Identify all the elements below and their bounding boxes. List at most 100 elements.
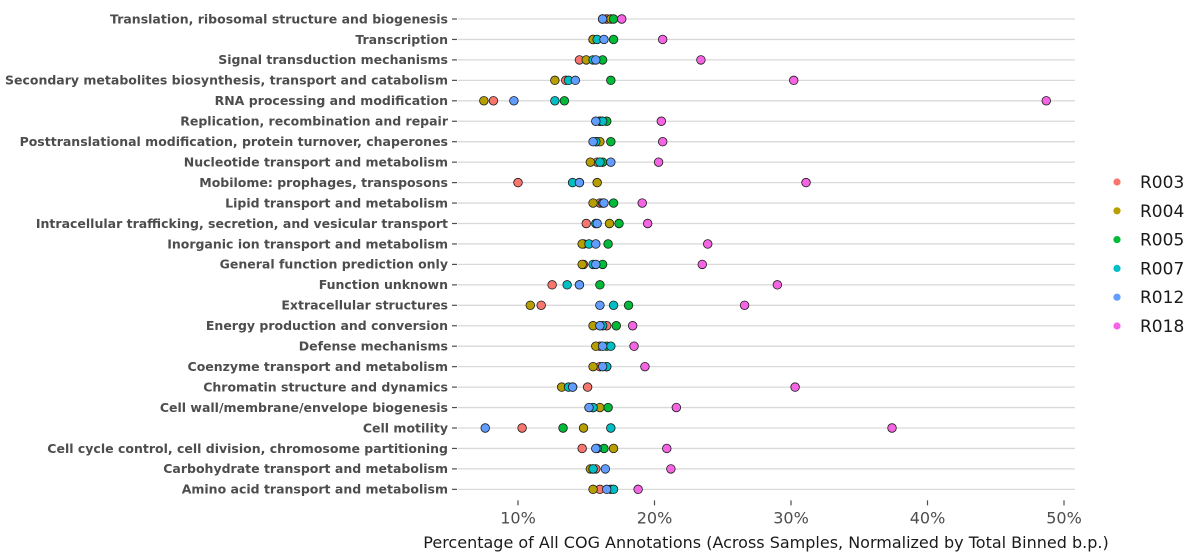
data-point-r005	[608, 34, 619, 45]
data-point-r007	[606, 341, 616, 351]
y-tick-label: Carbohydrate transport and metabolism	[163, 461, 448, 476]
data-point-r018	[696, 55, 706, 65]
data-point-r012	[591, 239, 601, 249]
y-tick-label: Energy production and conversion	[206, 318, 448, 333]
data-point-r004	[604, 218, 615, 229]
data-point-r004	[479, 96, 489, 106]
y-tick-label: Translation, ribosomal structure and bio…	[110, 11, 448, 26]
y-tick-label: Cell cycle control, cell division, chrom…	[47, 441, 448, 456]
data-point-r018	[657, 34, 668, 45]
y-tick-label: Secondary metabolites biosynthesis, tran…	[5, 73, 448, 88]
data-point-r004	[578, 423, 589, 433]
data-point-r003	[581, 218, 591, 229]
data-point-r012	[595, 300, 605, 311]
y-tick-label: Amino acid transport and metabolism	[182, 482, 448, 497]
data-point-r018	[801, 177, 811, 188]
x-tick-label: 20%	[637, 508, 673, 527]
legend-key-r004	[1113, 207, 1121, 215]
data-point-r005	[603, 239, 613, 249]
y-tick-label: General function prediction only	[220, 257, 448, 272]
data-point-r018	[772, 280, 783, 290]
data-point-r007	[550, 96, 560, 106]
data-point-r012	[592, 218, 602, 229]
data-point-r012	[570, 75, 581, 86]
legend-key-r012	[1113, 293, 1121, 301]
y-tick-label: Posttranslational modification, protein …	[20, 134, 448, 149]
gridlines	[458, 18, 1075, 491]
data-point-r018	[637, 198, 647, 208]
data-point-r004	[585, 157, 596, 167]
data-point-r018	[790, 382, 800, 392]
data-point-r012	[509, 96, 519, 106]
data-point-r003	[547, 280, 557, 290]
data-point-r003	[536, 300, 546, 311]
data-point-r018	[629, 341, 639, 351]
data-point-r007	[595, 157, 605, 167]
data-point-r012	[599, 34, 609, 45]
data-point-r012	[597, 14, 608, 24]
data-point-r007	[562, 280, 572, 290]
data-point-r005	[559, 96, 570, 106]
data-point-r005	[608, 198, 619, 208]
data-point-r012	[567, 382, 578, 392]
data-point-r003	[488, 96, 499, 106]
data-point-r004	[592, 177, 602, 188]
data-point-r018	[739, 300, 750, 311]
data-point-r012	[597, 341, 608, 351]
data-point-r018	[640, 361, 650, 372]
y-tick-label: Mobilome: prophages, transposons	[199, 175, 448, 190]
data-point-r012	[591, 259, 601, 270]
data-point-r012	[480, 423, 490, 433]
y-tick-label: Defense mechanisms	[299, 339, 448, 354]
data-point-r004	[550, 75, 560, 86]
data-point-r005	[558, 423, 568, 433]
y-tick-label: Chromatin structure and dynamics	[203, 379, 448, 394]
data-point-r005	[608, 14, 619, 24]
data-point-r005	[623, 300, 634, 311]
legend-key-r007	[1113, 264, 1121, 272]
data-point-r007	[588, 464, 598, 474]
data-point-r007	[606, 423, 616, 433]
data-point-r012	[599, 198, 609, 208]
data-point-r018	[642, 218, 653, 229]
data-point-r018	[671, 402, 682, 413]
data-point-r004	[588, 484, 598, 495]
legend-key-r003	[1113, 178, 1121, 186]
y-tick-label: RNA processing and modification	[215, 93, 448, 108]
legend-label: R003	[1140, 173, 1184, 193]
y-tick-label: Intracellular trafficking, secretion, an…	[36, 216, 448, 231]
data-point-r005	[606, 136, 616, 147]
data-point-r018	[653, 157, 664, 167]
data-point-r018	[789, 75, 799, 86]
x-tick-label: 10%	[500, 508, 536, 527]
data-point-r012	[591, 116, 601, 126]
legend-label: R012	[1140, 288, 1184, 308]
data-point-r012	[602, 484, 612, 495]
data-point-r003	[577, 443, 587, 454]
legend: R003 R004 R005 R007 R012 R018	[1113, 173, 1184, 337]
y-tick-label: Inorganic ion transport and metabolism	[167, 236, 448, 251]
data-point-r018	[657, 136, 668, 147]
data-point-r012	[591, 55, 601, 65]
data-point-r003	[582, 382, 593, 392]
x-axis-title: Percentage of All COG Annotations (Acros…	[423, 533, 1108, 552]
legend-key-r005	[1113, 236, 1121, 244]
data-point-r005	[603, 402, 613, 413]
x-tick-label: 50%	[1046, 508, 1082, 527]
y-tick-label: Nucleotide transport and metabolism	[184, 154, 448, 169]
y-tick-label: Cell wall/membrane/envelope biogenesis	[160, 400, 448, 415]
data-point-r004	[525, 300, 535, 311]
data-point-r003	[513, 177, 523, 188]
y-tick-label: Coenzyme transport and metabolism	[188, 359, 448, 374]
data-point-r004	[588, 361, 598, 372]
y-tick-label: Transcription	[355, 32, 448, 47]
data-point-r012	[588, 136, 598, 147]
y-tick-label: Extracellular structures	[281, 298, 448, 313]
y-tick-label: Cell motility	[363, 420, 448, 435]
legend-label: R018	[1140, 317, 1184, 337]
data-point-r005	[614, 218, 624, 229]
data-point-r018	[887, 423, 897, 433]
y-tick-label: Function unknown	[319, 277, 448, 292]
y-tick-label: Signal transduction mechanisms	[218, 52, 448, 67]
